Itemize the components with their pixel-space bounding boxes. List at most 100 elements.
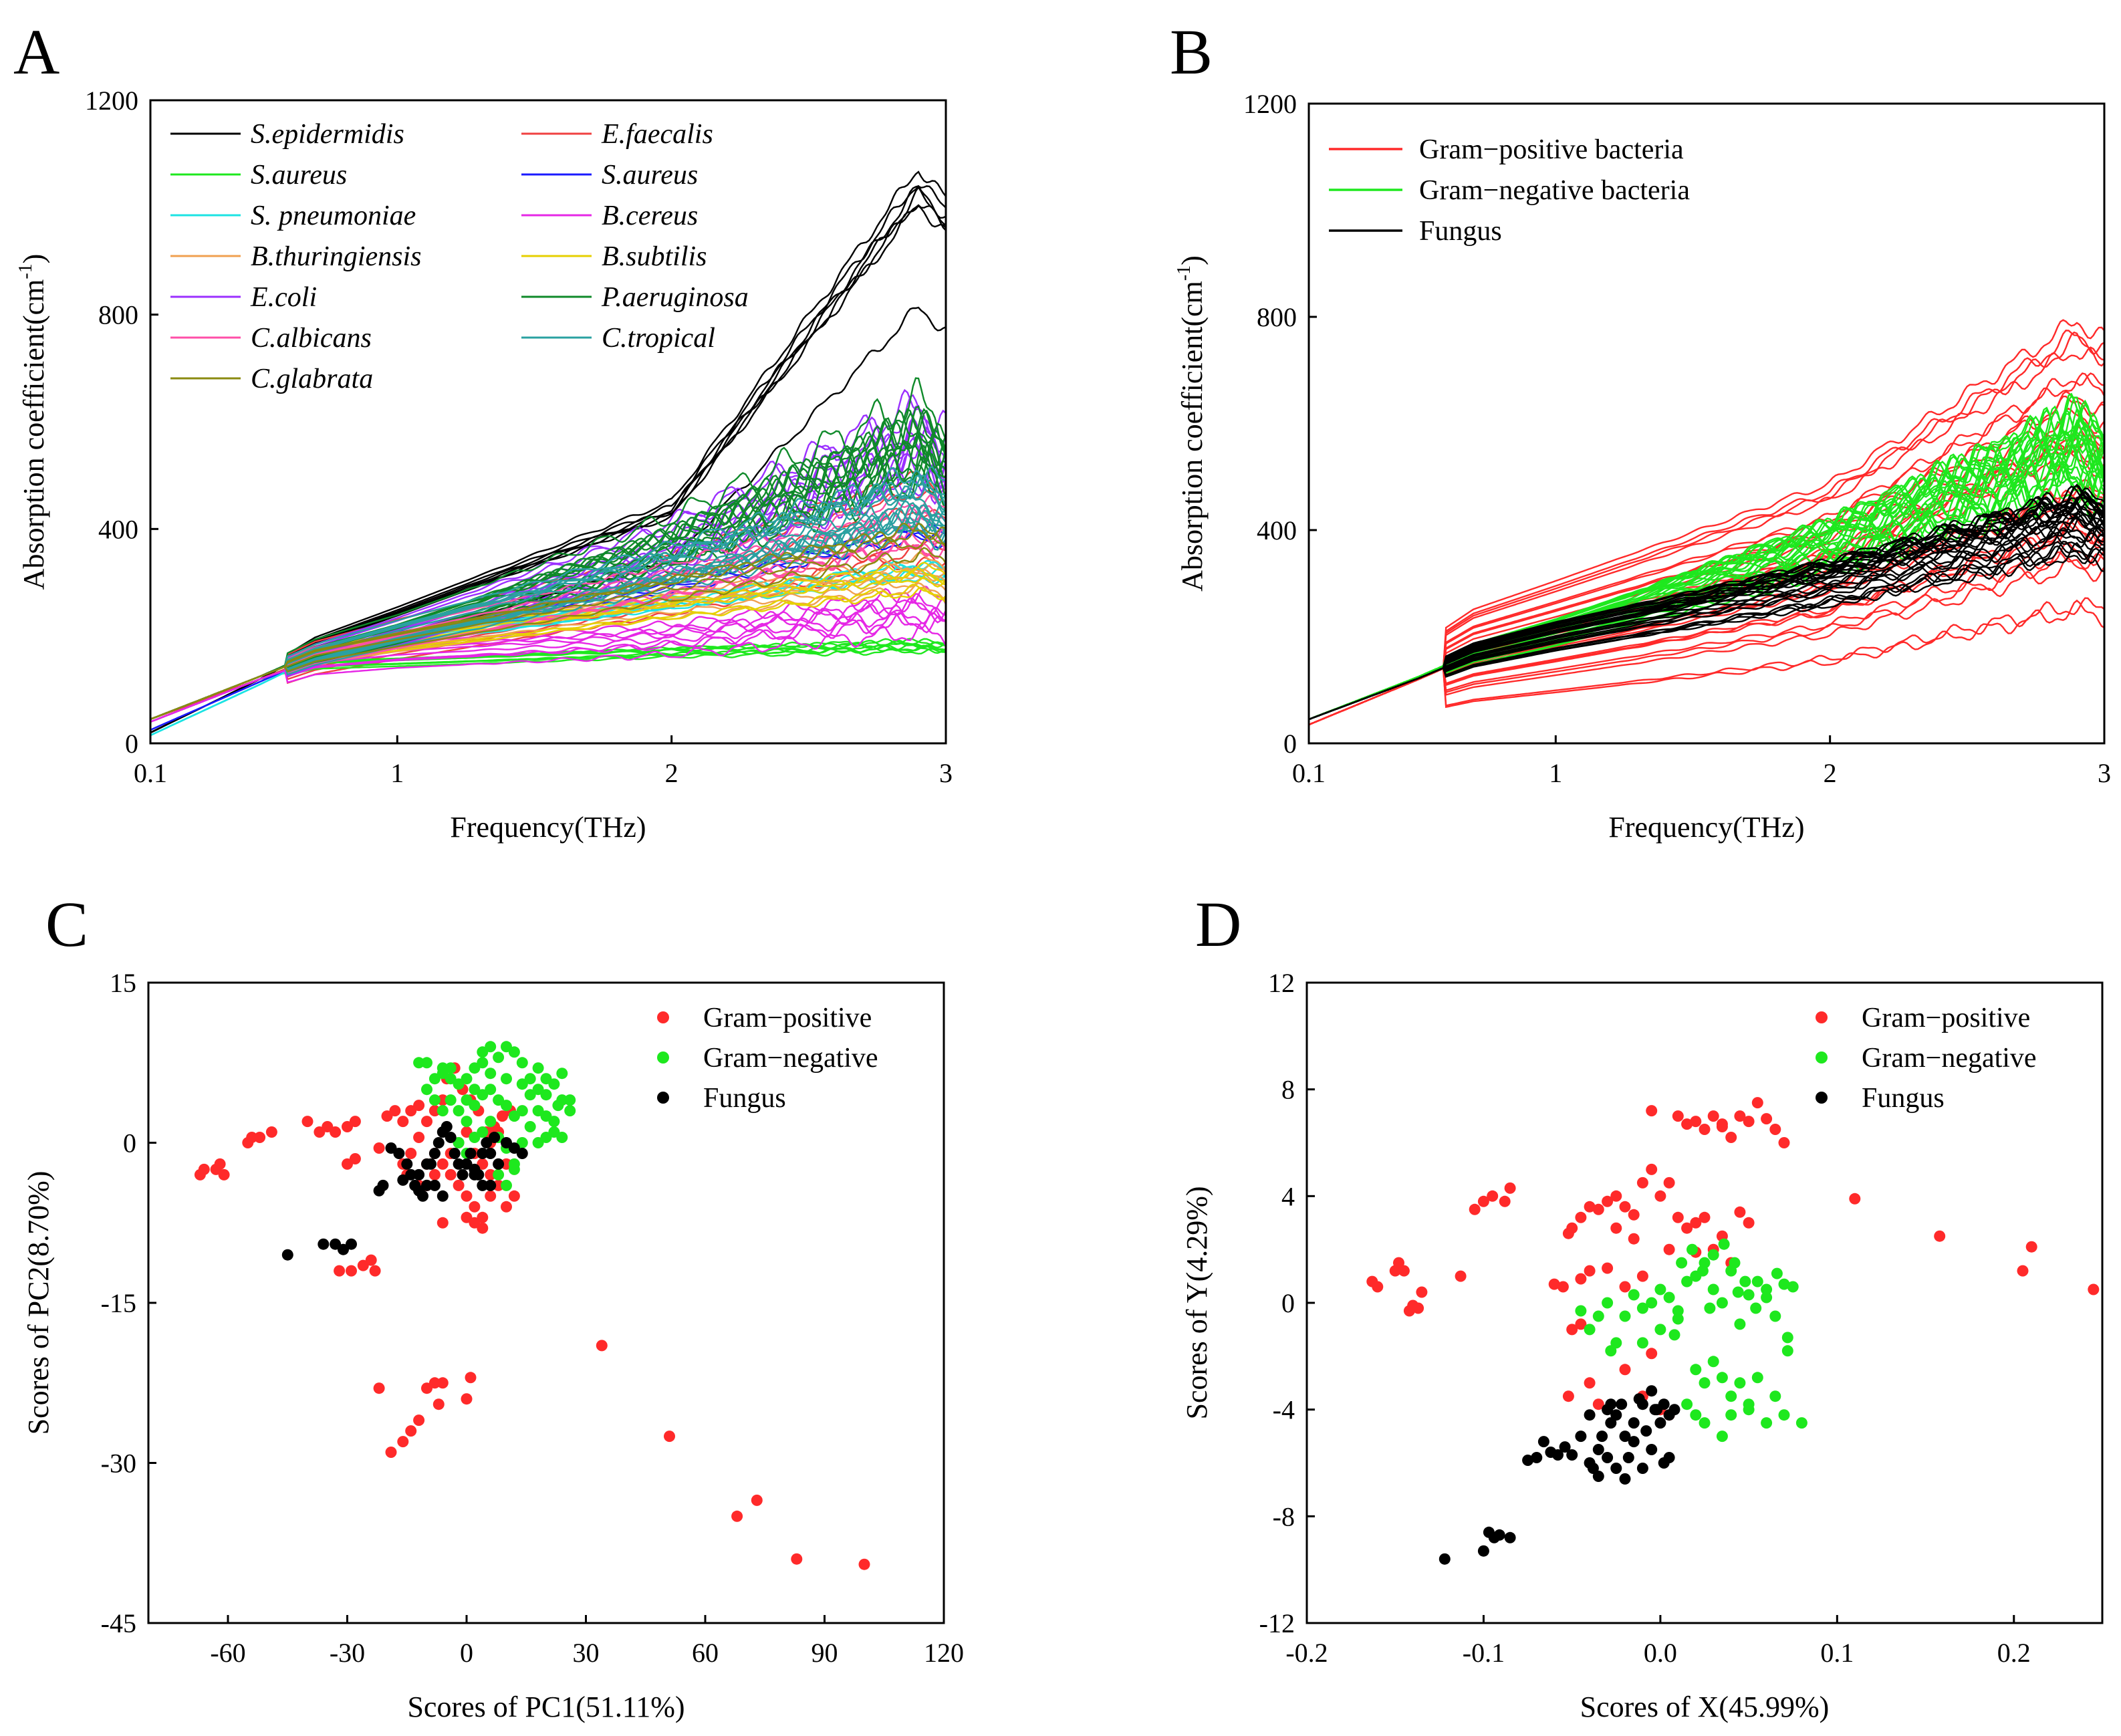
scatter-point bbox=[1616, 1398, 1628, 1410]
panel-letter-d: D bbox=[1195, 888, 1241, 960]
scatter-point bbox=[1690, 1409, 1702, 1421]
scatter-point bbox=[301, 1116, 314, 1128]
scatter-point bbox=[385, 1447, 397, 1458]
scatter-point bbox=[1687, 1243, 1698, 1255]
scatter-point bbox=[477, 1089, 489, 1101]
scatter-point bbox=[428, 1094, 441, 1106]
legend: Gram−positive Gram−negative Fungus bbox=[657, 1003, 878, 1114]
scatter-point bbox=[564, 1105, 576, 1117]
scatter-point bbox=[445, 1062, 457, 1074]
scatter-point bbox=[508, 1190, 520, 1202]
legend-label: C.glabrata bbox=[251, 364, 373, 394]
scatter-point bbox=[501, 1137, 512, 1148]
legend-label: B.cereus bbox=[602, 201, 698, 231]
scatter-point bbox=[314, 1126, 326, 1138]
scatter-point bbox=[1707, 1283, 1719, 1295]
series-0 bbox=[194, 1062, 870, 1570]
scatter-point bbox=[1761, 1417, 1773, 1429]
series-12 bbox=[150, 522, 946, 721]
scatter-point bbox=[405, 1105, 417, 1117]
scatter-point bbox=[421, 1158, 432, 1170]
scatter-point bbox=[524, 1121, 536, 1132]
x-tick-label: 0.2 bbox=[1997, 1638, 2031, 1668]
scatter-point bbox=[1636, 1337, 1648, 1349]
scatter-point bbox=[334, 1265, 346, 1277]
scatter-point bbox=[1658, 1457, 1670, 1469]
legend-label: Gram−negative bacteria bbox=[1419, 175, 1690, 206]
y-tick-label: 400 bbox=[1257, 515, 1297, 545]
y-tick-label: 8 bbox=[1281, 1075, 1295, 1105]
scatter-point bbox=[397, 1116, 409, 1128]
scatter-point bbox=[461, 1116, 473, 1128]
scatter-point bbox=[1566, 1222, 1578, 1234]
scatter-point bbox=[1575, 1431, 1587, 1443]
scatter-point bbox=[1640, 1425, 1652, 1437]
legend-label: Gram−positive bbox=[703, 1003, 872, 1033]
legend-label: C.tropical bbox=[602, 323, 715, 354]
scatter-point bbox=[393, 1148, 405, 1159]
x-tick-label: -60 bbox=[210, 1638, 245, 1668]
legend-label: C.albicans bbox=[251, 323, 372, 354]
scatter-point bbox=[1619, 1201, 1631, 1213]
scatter-point bbox=[1477, 1195, 1489, 1207]
scatter-point bbox=[1781, 1332, 1793, 1344]
x-axis-title: Scores of X(45.99%) bbox=[1580, 1691, 1830, 1723]
scatter-point bbox=[397, 1436, 409, 1448]
scatter-point bbox=[508, 1163, 520, 1175]
scatter-point bbox=[664, 1431, 675, 1443]
x-tick-label: 3 bbox=[939, 758, 953, 788]
scatter-point bbox=[405, 1168, 417, 1181]
scatter-point bbox=[1676, 1257, 1688, 1269]
scatter-point bbox=[1619, 1281, 1631, 1293]
scatter-point bbox=[1587, 1463, 1599, 1474]
scatter-point bbox=[1781, 1345, 1793, 1357]
scatter-point bbox=[1681, 1118, 1693, 1130]
scatter-point bbox=[516, 1148, 528, 1159]
scatter-point bbox=[1559, 1441, 1571, 1453]
series-2 bbox=[1309, 483, 2104, 721]
scatter-point bbox=[1412, 1302, 1424, 1314]
scatter-point bbox=[501, 1073, 512, 1085]
series-line bbox=[150, 644, 946, 723]
scatter-point bbox=[1562, 1390, 1574, 1402]
scatter-point bbox=[516, 1078, 528, 1090]
scatter-point bbox=[1584, 1409, 1596, 1421]
legend-label: Gram−positive bbox=[1862, 1003, 2030, 1033]
scatter-point bbox=[1575, 1318, 1587, 1330]
series-line bbox=[1309, 503, 2104, 721]
scatter-point bbox=[1681, 1275, 1693, 1287]
scatter-point bbox=[564, 1094, 576, 1106]
scatter-point bbox=[1769, 1390, 1781, 1402]
legend-label: P.aeruginosa bbox=[601, 282, 749, 313]
scatter-point bbox=[485, 1190, 497, 1202]
scatter-point bbox=[1646, 1297, 1658, 1309]
scatter-point bbox=[1725, 1390, 1737, 1402]
scatter-point bbox=[1778, 1278, 1790, 1290]
scatter-point bbox=[1548, 1278, 1560, 1290]
y-axis-title-end: ) bbox=[17, 254, 50, 264]
scatter-point bbox=[465, 1148, 477, 1159]
y-axis-title-main: Absorption coefficient(cm bbox=[1176, 281, 1209, 592]
scatter-point bbox=[389, 1105, 401, 1117]
scatter-point bbox=[1716, 1431, 1728, 1443]
scatter-point bbox=[1610, 1409, 1622, 1421]
scatter-point bbox=[445, 1094, 457, 1106]
scatter-point bbox=[548, 1078, 560, 1090]
scatter-point bbox=[501, 1158, 512, 1170]
scatter-point bbox=[445, 1168, 457, 1181]
scatter-point bbox=[413, 1168, 425, 1181]
scatter-point bbox=[461, 1190, 473, 1202]
scatter-point bbox=[501, 1100, 512, 1112]
scatter-point bbox=[501, 1201, 512, 1213]
legend-label: E.coli bbox=[250, 282, 317, 313]
scatter-point bbox=[1751, 1372, 1763, 1384]
series-line bbox=[150, 377, 946, 721]
scatter-point bbox=[540, 1073, 552, 1085]
scatter-point bbox=[428, 1148, 441, 1159]
scatter-point bbox=[556, 1068, 568, 1080]
scatter-point bbox=[1751, 1097, 1763, 1109]
scatter-point bbox=[1750, 1302, 1762, 1314]
plot-frame bbox=[1307, 102, 2106, 745]
scatter-point bbox=[1681, 1222, 1693, 1234]
scatter-point bbox=[1716, 1121, 1728, 1132]
